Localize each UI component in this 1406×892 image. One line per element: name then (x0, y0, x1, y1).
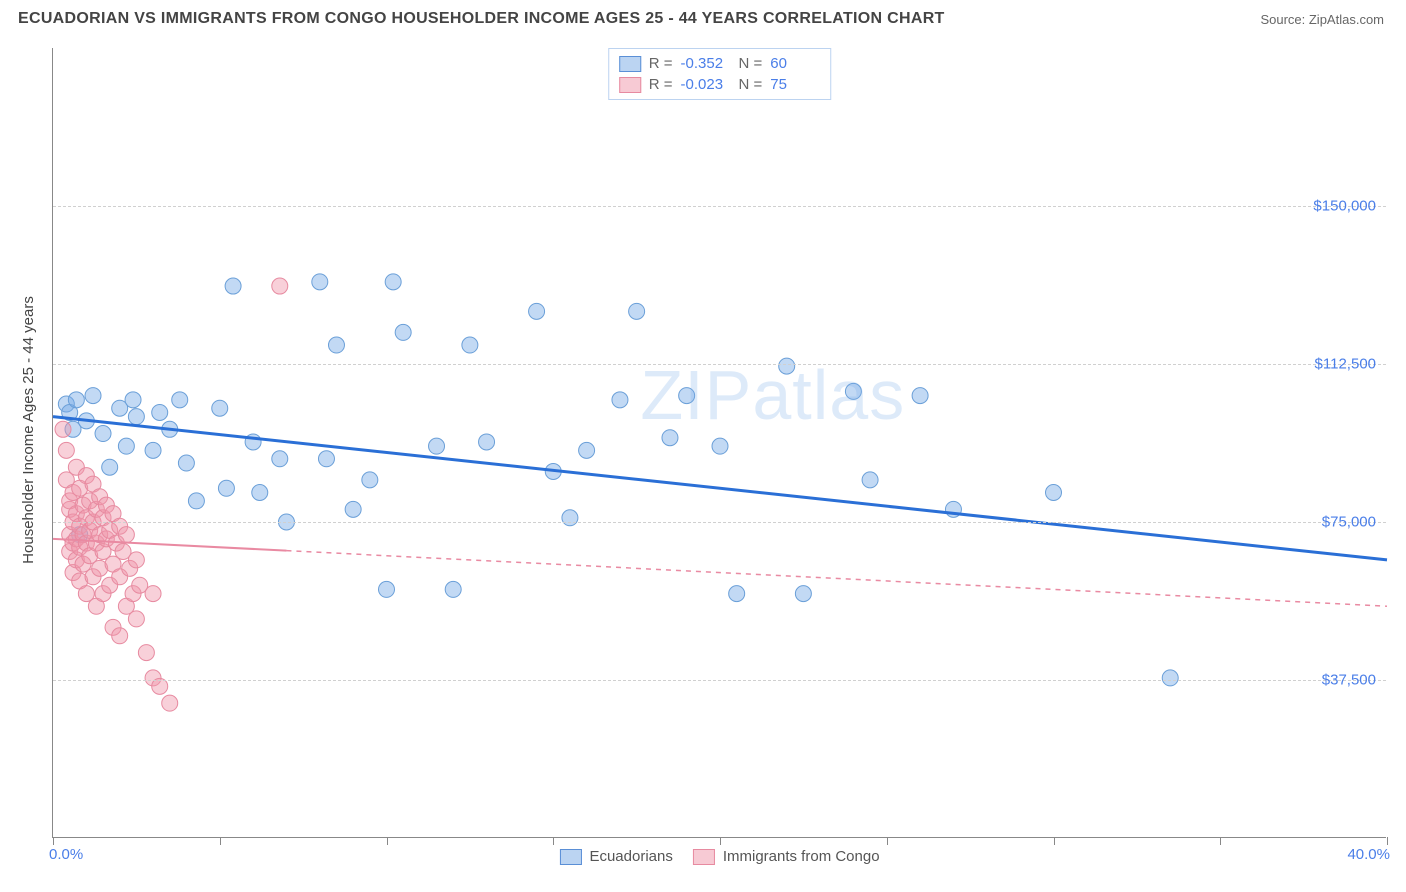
data-point (128, 552, 144, 568)
data-point (58, 442, 74, 458)
x-tick (1220, 837, 1221, 845)
legend-label-0: Ecuadorians (589, 848, 672, 865)
data-point (729, 586, 745, 602)
data-point (178, 455, 194, 471)
data-point (68, 392, 84, 408)
data-point (118, 527, 134, 543)
y-axis-label: Householder Income Ages 25 - 44 years (20, 296, 37, 564)
data-point (429, 438, 445, 454)
n-value-0: 60 (770, 55, 820, 72)
data-point (95, 426, 111, 442)
x-max-label: 40.0% (1347, 846, 1390, 863)
data-point (272, 451, 288, 467)
y-tick-label: $75,000 (1322, 514, 1376, 531)
data-point (252, 485, 268, 501)
data-point (445, 581, 461, 597)
x-tick (53, 837, 54, 845)
r-label-0: R = (649, 55, 673, 72)
data-point (128, 611, 144, 627)
x-tick (1387, 837, 1388, 845)
swatch-pink (619, 77, 641, 93)
r-value-0: -0.352 (681, 55, 731, 72)
x-tick (1054, 837, 1055, 845)
trend-line-extrapolated (286, 551, 1387, 607)
legend-swatch-0 (559, 849, 581, 865)
data-point (162, 695, 178, 711)
x-tick (220, 837, 221, 845)
data-point (795, 586, 811, 602)
n-label-1: N = (739, 76, 763, 93)
data-point (128, 409, 144, 425)
data-point (579, 442, 595, 458)
x-tick (553, 837, 554, 845)
data-point (379, 581, 395, 597)
gridline (53, 364, 1386, 365)
legend-label-1: Immigrants from Congo (723, 848, 880, 865)
data-point (385, 274, 401, 290)
series-legend: Ecuadorians Immigrants from Congo (559, 848, 879, 865)
data-point (218, 480, 234, 496)
y-tick-label: $112,500 (1315, 356, 1376, 373)
data-point (862, 472, 878, 488)
data-point (779, 358, 795, 374)
data-point (318, 451, 334, 467)
legend-swatch-1 (693, 849, 715, 865)
n-value-1: 75 (770, 76, 820, 93)
x-tick (720, 837, 721, 845)
data-point (118, 438, 134, 454)
y-tick-label: $150,000 (1313, 198, 1376, 215)
data-point (225, 278, 241, 294)
correlation-legend: R = -0.352 N = 60 R = -0.023 N = 75 (608, 48, 832, 100)
data-point (145, 442, 161, 458)
chart-title: ECUADORIAN VS IMMIGRANTS FROM CONGO HOUS… (18, 10, 945, 28)
data-point (362, 472, 378, 488)
data-point (562, 510, 578, 526)
data-point (345, 501, 361, 517)
data-point (188, 493, 204, 509)
swatch-blue (619, 56, 641, 72)
data-point (1046, 485, 1062, 501)
gridline (53, 680, 1386, 681)
data-point (629, 303, 645, 319)
r-value-1: -0.023 (681, 76, 731, 93)
data-point (112, 628, 128, 644)
data-point (912, 388, 928, 404)
data-point (529, 303, 545, 319)
data-point (328, 337, 344, 353)
y-tick-label: $37,500 (1322, 672, 1376, 689)
data-point (85, 388, 101, 404)
data-point (145, 586, 161, 602)
source-attribution: Source: ZipAtlas.com (1260, 12, 1384, 27)
x-min-label: 0.0% (49, 846, 83, 863)
data-point (395, 324, 411, 340)
gridline (53, 522, 1386, 523)
chart-plot-area: ZIPatlas R = -0.352 N = 60 R = -0.023 N … (52, 48, 1386, 838)
data-point (662, 430, 678, 446)
data-point (845, 383, 861, 399)
data-point (612, 392, 628, 408)
data-point (55, 421, 71, 437)
data-point (679, 388, 695, 404)
data-point (712, 438, 728, 454)
data-point (102, 459, 118, 475)
data-point (462, 337, 478, 353)
x-tick (887, 837, 888, 845)
gridline (53, 206, 1386, 207)
data-point (312, 274, 328, 290)
data-point (172, 392, 188, 408)
data-point (152, 404, 168, 420)
x-tick (387, 837, 388, 845)
data-point (138, 645, 154, 661)
data-point (212, 400, 228, 416)
data-point (125, 392, 141, 408)
data-point (272, 278, 288, 294)
scatter-svg (53, 48, 1386, 837)
data-point (479, 434, 495, 450)
r-label-1: R = (649, 76, 673, 93)
data-point (1162, 670, 1178, 686)
n-label-0: N = (739, 55, 763, 72)
